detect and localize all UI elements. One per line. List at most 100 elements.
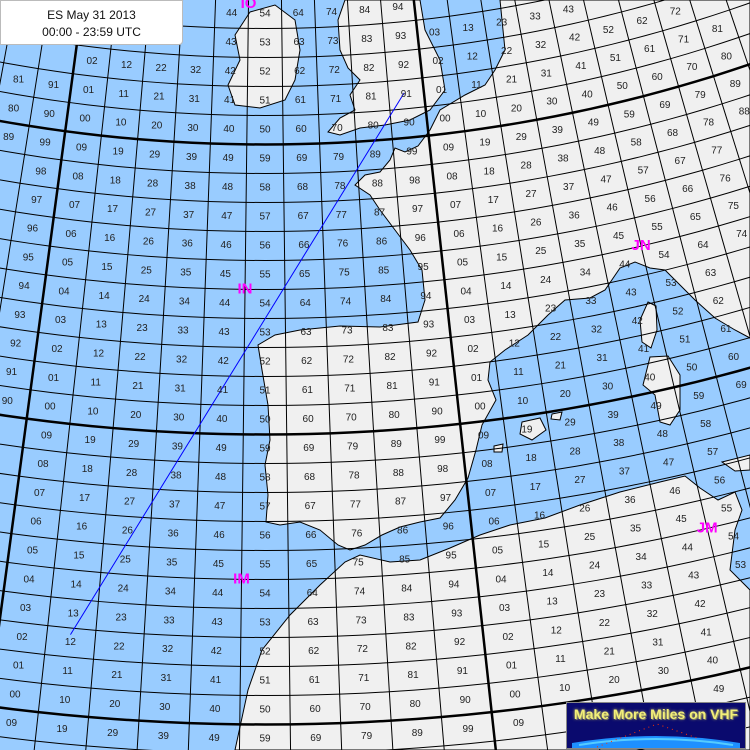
- grid-square-label: 52: [259, 67, 271, 78]
- grid-square-label: 91: [429, 377, 441, 388]
- grid-parallel-line: [0, 636, 750, 697]
- grid-square-label: 85: [378, 265, 390, 276]
- grid-square-label: 91: [457, 666, 469, 677]
- grid-square-label: 73: [327, 36, 339, 47]
- grid-square-label: 35: [180, 268, 192, 279]
- grid-square-label: 50: [259, 415, 271, 426]
- grid-square-label: 89: [412, 728, 424, 739]
- grid-meridian-line: [653, 0, 750, 339]
- grid-square-label: 16: [492, 224, 504, 235]
- grid-square-label: 08: [481, 459, 493, 470]
- grid-parallel-line: [0, 0, 667, 59]
- grid-square-label: 66: [682, 184, 694, 195]
- grid-square-label: 27: [525, 189, 537, 200]
- grid-square-label: 16: [534, 511, 546, 522]
- grid-square-label: 13: [547, 597, 559, 608]
- grid-square-label: 35: [166, 557, 178, 568]
- grid-parallel-line: [0, 457, 750, 523]
- grid-square-label: 88: [393, 468, 405, 479]
- grid-parallel-line: [0, 547, 750, 610]
- grid-square-label: 34: [165, 586, 177, 597]
- grid-square-label: 99: [406, 147, 418, 158]
- grid-square-label: 02: [467, 344, 479, 355]
- grid-meridian-line: [0, 0, 50, 313]
- grid-square-label: 05: [457, 258, 469, 269]
- grid-square-label: 84: [359, 5, 371, 16]
- grid-square-label: 50: [259, 705, 271, 716]
- grid-square-label: 21: [555, 361, 567, 372]
- grid-square-label: 66: [298, 240, 310, 251]
- grid-square-label: 07: [485, 488, 497, 499]
- grid-parallel-line: [0, 246, 750, 320]
- grid-square-label: 98: [35, 166, 47, 177]
- grid-square-label: 06: [488, 517, 500, 528]
- grid-square-label: 67: [675, 156, 687, 167]
- grid-square-label: 87: [395, 497, 407, 508]
- grid-square-label: 48: [594, 146, 606, 157]
- grid-square-label: 37: [563, 182, 575, 193]
- grid-square-label: 10: [475, 109, 487, 120]
- grid-square-label: 25: [141, 265, 153, 276]
- grid-square-label: 04: [460, 286, 472, 297]
- grid-square-label: 22: [113, 641, 125, 652]
- grid-square-label: 60: [296, 124, 308, 135]
- field-label-io: IO: [241, 0, 257, 12]
- grid-square-label: 22: [599, 618, 611, 629]
- grid-square-label: 59: [259, 444, 271, 455]
- grid-square-label: 55: [721, 504, 733, 515]
- grid-square-label: 15: [101, 262, 113, 273]
- grid-square-label: 86: [376, 236, 388, 247]
- grid-square-label: 42: [694, 599, 706, 610]
- grid-square-label: 53: [735, 560, 747, 571]
- grid-square-label: 63: [300, 327, 312, 338]
- grid-square-label: 30: [159, 702, 171, 713]
- grid-square-label: 73: [355, 615, 367, 626]
- grid-square-label: 58: [700, 419, 712, 430]
- grid-square-label: 79: [361, 731, 373, 742]
- grid-parallel-line: [0, 33, 750, 117]
- grid-square-label: 15: [496, 252, 508, 263]
- grid-square-label: 88: [739, 107, 750, 118]
- grid-square-label: 92: [398, 60, 410, 71]
- grid-square-label: 81: [387, 381, 399, 392]
- grid-square-label: 50: [259, 125, 271, 136]
- grid-square-label: 07: [450, 200, 462, 211]
- grid-square-label: 02: [86, 56, 98, 67]
- grid-square-label: 17: [488, 195, 500, 206]
- grid-square-label: 41: [217, 385, 229, 396]
- grid-square-label: 38: [557, 154, 569, 165]
- grid-parallel-line: [0, 517, 750, 581]
- grid-square-label: 81: [408, 670, 420, 681]
- grid-square-label: 80: [368, 121, 380, 132]
- grid-square-label: 65: [690, 212, 702, 223]
- grid-parallel-line: [0, 696, 750, 750]
- grid-square-label: 28: [521, 160, 533, 171]
- grid-square-label: 93: [14, 310, 26, 321]
- grid-square-label: 12: [551, 625, 563, 636]
- grid-square-label: 80: [8, 103, 20, 114]
- grid-square-label: 91: [401, 89, 413, 100]
- grid-square-label: 74: [736, 229, 748, 240]
- grid-square-label: 09: [443, 143, 455, 154]
- grid-square-label: 84: [380, 294, 392, 305]
- grid-square-label: 00: [439, 114, 451, 125]
- grid-square-label: 38: [170, 470, 182, 481]
- field-label-im: IM: [233, 570, 250, 587]
- grid-square-label: 64: [293, 8, 305, 19]
- grid-square-label: 11: [513, 367, 524, 378]
- grid-square-label: 89: [730, 79, 742, 90]
- grid-square-label: 00: [44, 402, 56, 413]
- grid-square-label: 71: [678, 34, 690, 45]
- grid-square-label: 94: [19, 281, 31, 292]
- grid-meridian-line: [548, 0, 704, 738]
- grid-square-label: 52: [603, 25, 615, 36]
- grid-square-label: 55: [259, 560, 271, 571]
- grid-square-label: 83: [403, 612, 415, 623]
- grid-square-label: 12: [121, 60, 133, 71]
- grid-square-label: 08: [37, 459, 49, 470]
- grid-square-label: 07: [34, 488, 46, 499]
- grid-square-label: 41: [210, 675, 222, 686]
- grid-square-label: 80: [410, 699, 422, 710]
- grid-meridian-line: [380, 0, 445, 750]
- grid-square-label: 39: [552, 125, 564, 136]
